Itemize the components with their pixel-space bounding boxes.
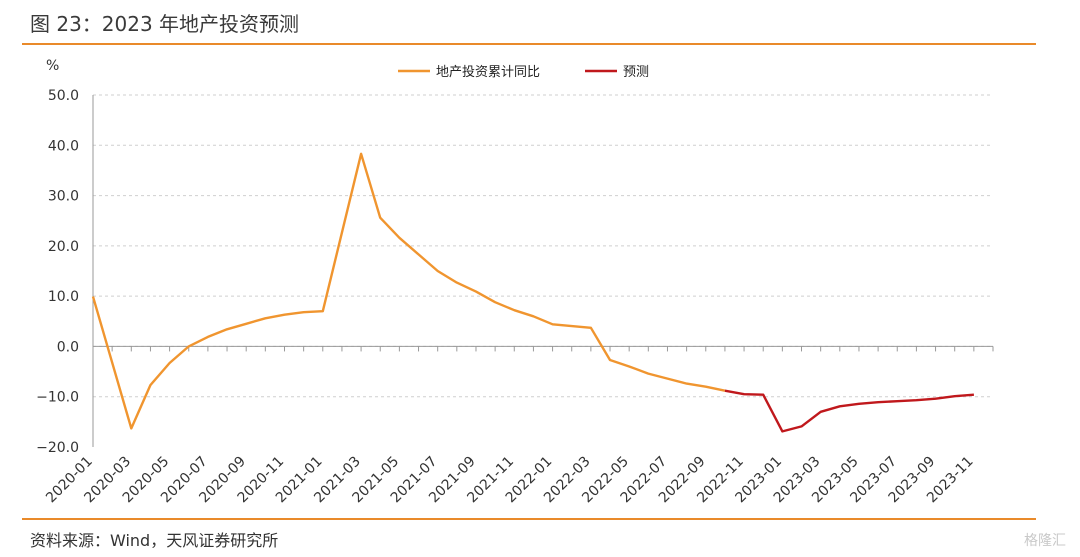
line-chart: % 50.0 40.0 30.0 20.0 10.0 0.0 −10.0 −20.0 2020… (36, 58, 994, 507)
title-divider (22, 43, 1036, 45)
x-tick-labels: 2020-012020-032020-052020-072020-092020-… (43, 454, 977, 507)
gridlines (93, 94, 993, 398)
series-line (91, 152, 726, 430)
y-tick-label: −20.0 (36, 440, 79, 456)
y-tick-label: 30.0 (48, 189, 79, 205)
y-tick-label: 40.0 (48, 138, 79, 154)
y-tick-label: 0.0 (57, 339, 79, 355)
y-tick-labels: 50.0 40.0 30.0 20.0 10.0 0.0 −10.0 −20.0 (36, 88, 79, 456)
series-lines (91, 152, 974, 433)
y-tick-label: 50.0 (48, 88, 79, 104)
source-note: 资料来源：Wind，天风证券研究所 (30, 531, 279, 550)
legend-label: 预测 (623, 65, 649, 80)
y-axis-label: % (46, 58, 59, 74)
y-tick-label: 20.0 (48, 239, 79, 255)
series-line (724, 389, 974, 433)
y-tick-label: −10.0 (36, 390, 79, 406)
legend-label: 地产投资累计同比 (436, 64, 540, 80)
watermark: 格隆汇 (1024, 533, 1066, 549)
source-divider (22, 518, 1036, 520)
y-tick-label: 10.0 (48, 289, 79, 305)
page-title: 图 23：2023 年地产投资预测 (30, 12, 300, 36)
legend: 地产投资累计同比 预测 (398, 64, 649, 80)
axes: % (46, 58, 994, 447)
